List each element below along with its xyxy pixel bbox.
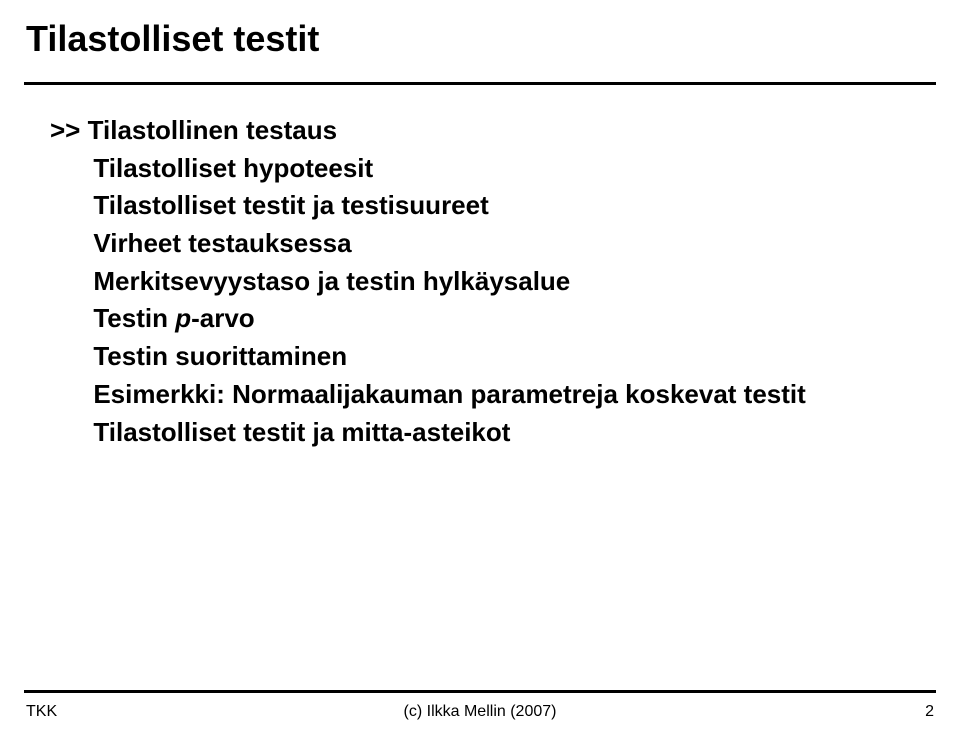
content-line: Tilastolliset testit ja testisuureet [50,187,806,225]
footer-center: (c) Ilkka Mellin (2007) [0,703,960,721]
content-line: Testin suorittaminen [50,338,806,376]
line-text: Tilastolliset testit ja testisuureet [93,190,488,220]
divider-top [24,82,936,85]
line-text: Tilastolliset testit ja mitta-asteikot [93,417,510,447]
line-text: Testin [93,303,175,333]
content-line: Virheet testauksessa [50,225,806,263]
line-text: Esimerkki: Normaalijakauman parametreja … [93,379,805,409]
line-indent [50,341,93,371]
line-text-italic: p [175,303,191,333]
line-text: Tilastolliset hypoteesit [93,153,373,183]
line-indent [50,417,93,447]
line-prefix: >> [50,115,88,145]
line-text: Virheet testauksessa [93,228,351,258]
content-line: >> Tilastollinen testaus [50,112,806,150]
divider-bottom [24,690,936,693]
line-indent [50,190,93,220]
line-indent [50,153,93,183]
content-line: Testin p-arvo [50,300,806,338]
line-indent [50,228,93,258]
line-text: Merkitsevyystaso ja testin hylkäysalue [93,266,570,296]
slide: Tilastolliset testit >> Tilastollinen te… [0,0,960,733]
content-block: >> Tilastollinen testaus Tilastolliset h… [50,112,806,451]
line-indent [50,379,93,409]
footer-right: 2 [925,703,934,721]
line-text: Tilastollinen testaus [88,115,337,145]
content-line: Tilastolliset hypoteesit [50,150,806,188]
content-line: Merkitsevyystaso ja testin hylkäysalue [50,263,806,301]
line-indent [50,303,93,333]
content-line: Tilastolliset testit ja mitta-asteikot [50,414,806,452]
page-title: Tilastolliset testit [26,18,319,60]
line-indent [50,266,93,296]
line-text: -arvo [191,303,255,333]
line-text: Testin suorittaminen [93,341,347,371]
content-line: Esimerkki: Normaalijakauman parametreja … [50,376,806,414]
